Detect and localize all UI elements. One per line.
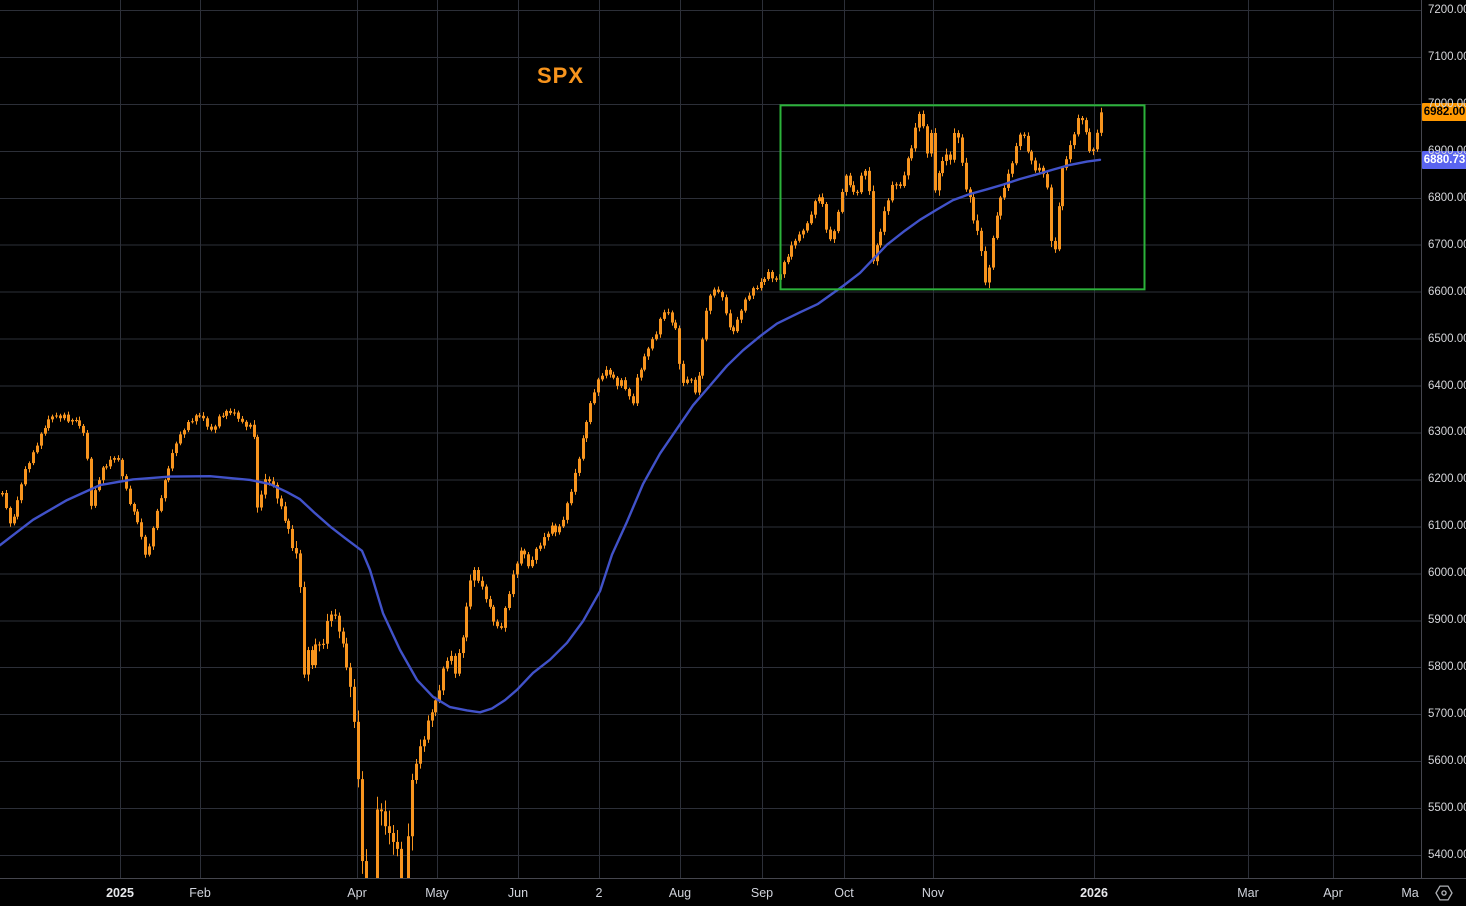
price-chart[interactable]: SPX [0,0,1421,878]
moving-average-line [0,158,1102,714]
x-tick-label: Feb [189,885,211,900]
x-tick-label: Oct [834,885,854,900]
y-tick-label: 6600.00 [1428,285,1466,298]
highlight-rectangle[interactable] [779,104,1146,291]
x-tick-label: May [425,885,449,900]
y-tick-label: 6000.00 [1428,567,1466,580]
y-tick-label: 6900.00 [1428,144,1466,157]
ma-price-tag: 6880.73 [1422,150,1466,169]
x-tick-label: Ma [1401,885,1419,900]
x-tick-label: 2 [595,885,603,900]
candlestick-series [1,107,1103,878]
gear-hexagon-icon [1435,884,1453,901]
time-axis[interactable]: 2025 Feb Apr May Jun 2 Aug Sep Oct Nov 2026 Mar Apr M… [0,878,1466,906]
x-tick-label: Nov [921,885,945,900]
symbol-watermark: SPX [537,63,585,88]
y-tick-label: 7000.00 [1428,97,1466,110]
axis-settings-button[interactable] [1422,879,1466,906]
x-tick-label: Apr [347,885,367,900]
y-tick-label: 5700.00 [1428,708,1466,721]
y-tick-label: 5400.00 [1428,848,1466,861]
y-tick-label: 6100.00 [1428,520,1466,533]
price-axis[interactable]: 6982.00 6880.73 7200.00 7100.00 7000.00 690… [1421,0,1466,878]
x-tick-label: Apr [1323,885,1343,900]
last-price-tag: 6982.00 [1422,103,1466,122]
y-tick-label: 5800.00 [1428,661,1466,674]
y-tick-label: 6500.00 [1428,332,1466,345]
y-tick-label: 6800.00 [1428,191,1466,204]
y-tick-label: 5900.00 [1428,614,1466,627]
y-tick-label: 6200.00 [1428,473,1466,486]
x-tick-label: Aug [668,885,692,900]
x-tick-label: 2026 [1080,885,1108,900]
y-tick-label: 5500.00 [1428,802,1466,815]
y-tick-label: 7100.00 [1428,50,1466,63]
y-tick-label: 6400.00 [1428,379,1466,392]
x-tick-label: Jun [507,885,529,900]
grid-lines [0,0,1421,878]
y-tick-label: 5600.00 [1428,755,1466,768]
y-tick-label: 7200.00 [1428,4,1466,16]
x-tick-label: 2025 [106,885,134,900]
y-tick-label: 6300.00 [1428,426,1466,439]
y-tick-label: 6700.00 [1428,238,1466,251]
x-tick-label: Sep [750,885,774,900]
x-tick-label: Mar [1237,885,1259,900]
